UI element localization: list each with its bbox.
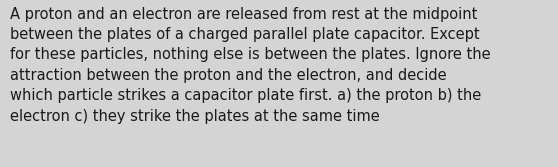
Text: A proton and an electron are released from rest at the midpoint
between the plat: A proton and an electron are released fr… <box>10 7 490 124</box>
